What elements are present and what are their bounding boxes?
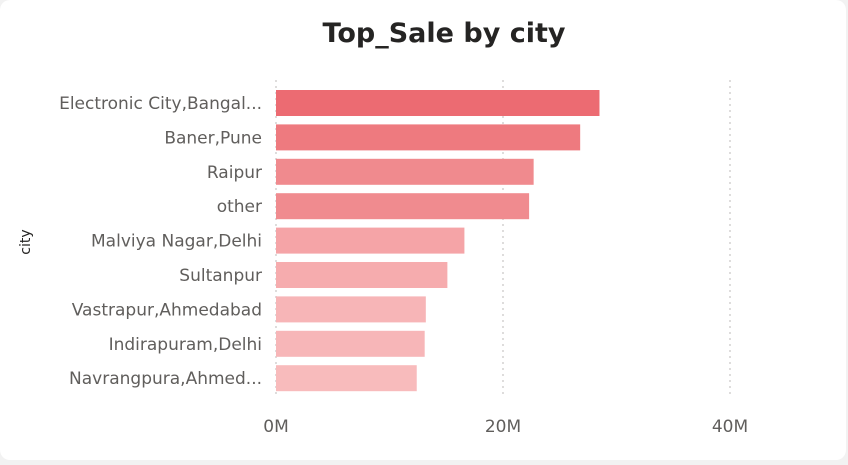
- category-label-6: Vastrapur,Ahmedabad: [72, 300, 262, 320]
- bar-4[interactable]: [276, 227, 465, 254]
- category-label-3: other: [217, 197, 262, 217]
- category-label-1: Baner,Pune: [164, 128, 262, 148]
- bar-7[interactable]: [276, 330, 425, 357]
- category-label-2: Raipur: [207, 163, 262, 183]
- x-tick-label-2: 40M: [712, 417, 748, 437]
- category-label-7: Indirapuram,Delhi: [109, 335, 262, 355]
- x-tick-label-1: 20M: [485, 417, 521, 437]
- chart-title: Top_Sale by city: [322, 18, 566, 49]
- y-axis-title: city: [18, 229, 34, 254]
- bar-5[interactable]: [276, 262, 448, 288]
- category-label-8: Navrangpura,Ahmed...: [69, 369, 262, 389]
- category-label-4: Malviya Nagar,Delhi: [91, 232, 262, 252]
- category-label-0: Electronic City,Bangal...: [59, 94, 262, 114]
- bar-6[interactable]: [276, 296, 426, 323]
- bar-1[interactable]: [276, 124, 581, 151]
- bar-0[interactable]: [276, 90, 600, 116]
- category-label-5: Sultanpur: [179, 266, 262, 286]
- bar-8[interactable]: [276, 365, 417, 392]
- x-tick-label-0: 0M: [263, 417, 288, 437]
- bar-2[interactable]: [276, 158, 534, 185]
- bar-3[interactable]: [276, 193, 530, 220]
